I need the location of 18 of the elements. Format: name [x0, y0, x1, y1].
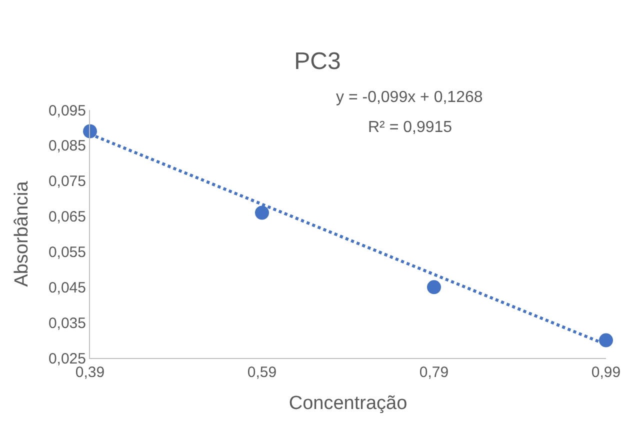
- text: y = -0,099x + 0,1268: [336, 89, 483, 106]
- x-tick-label: 0,99: [591, 364, 621, 381]
- y-tick-label: 0,035: [48, 314, 86, 332]
- chart-title: PC3: [294, 48, 341, 75]
- y-tick-label: 0,055: [48, 244, 86, 261]
- y-tick-label: 0,045: [48, 279, 86, 296]
- x-tick-label: 0,79: [419, 364, 449, 381]
- y-tick-label: 0,085: [48, 138, 86, 155]
- y-tick-label: 0,065: [48, 208, 86, 226]
- point: [255, 206, 269, 220]
- annotation: R² = 0,9915: [368, 119, 452, 136]
- x-tick-label: 0,59: [247, 364, 277, 381]
- x-axis-title: Concentração: [288, 392, 408, 414]
- y-tick-label: 0,095: [48, 102, 86, 120]
- y-axis-title: Absorbância: [11, 180, 32, 287]
- point: [599, 333, 613, 348]
- point: [427, 280, 441, 294]
- y-tick-label: 0,075: [48, 173, 86, 190]
